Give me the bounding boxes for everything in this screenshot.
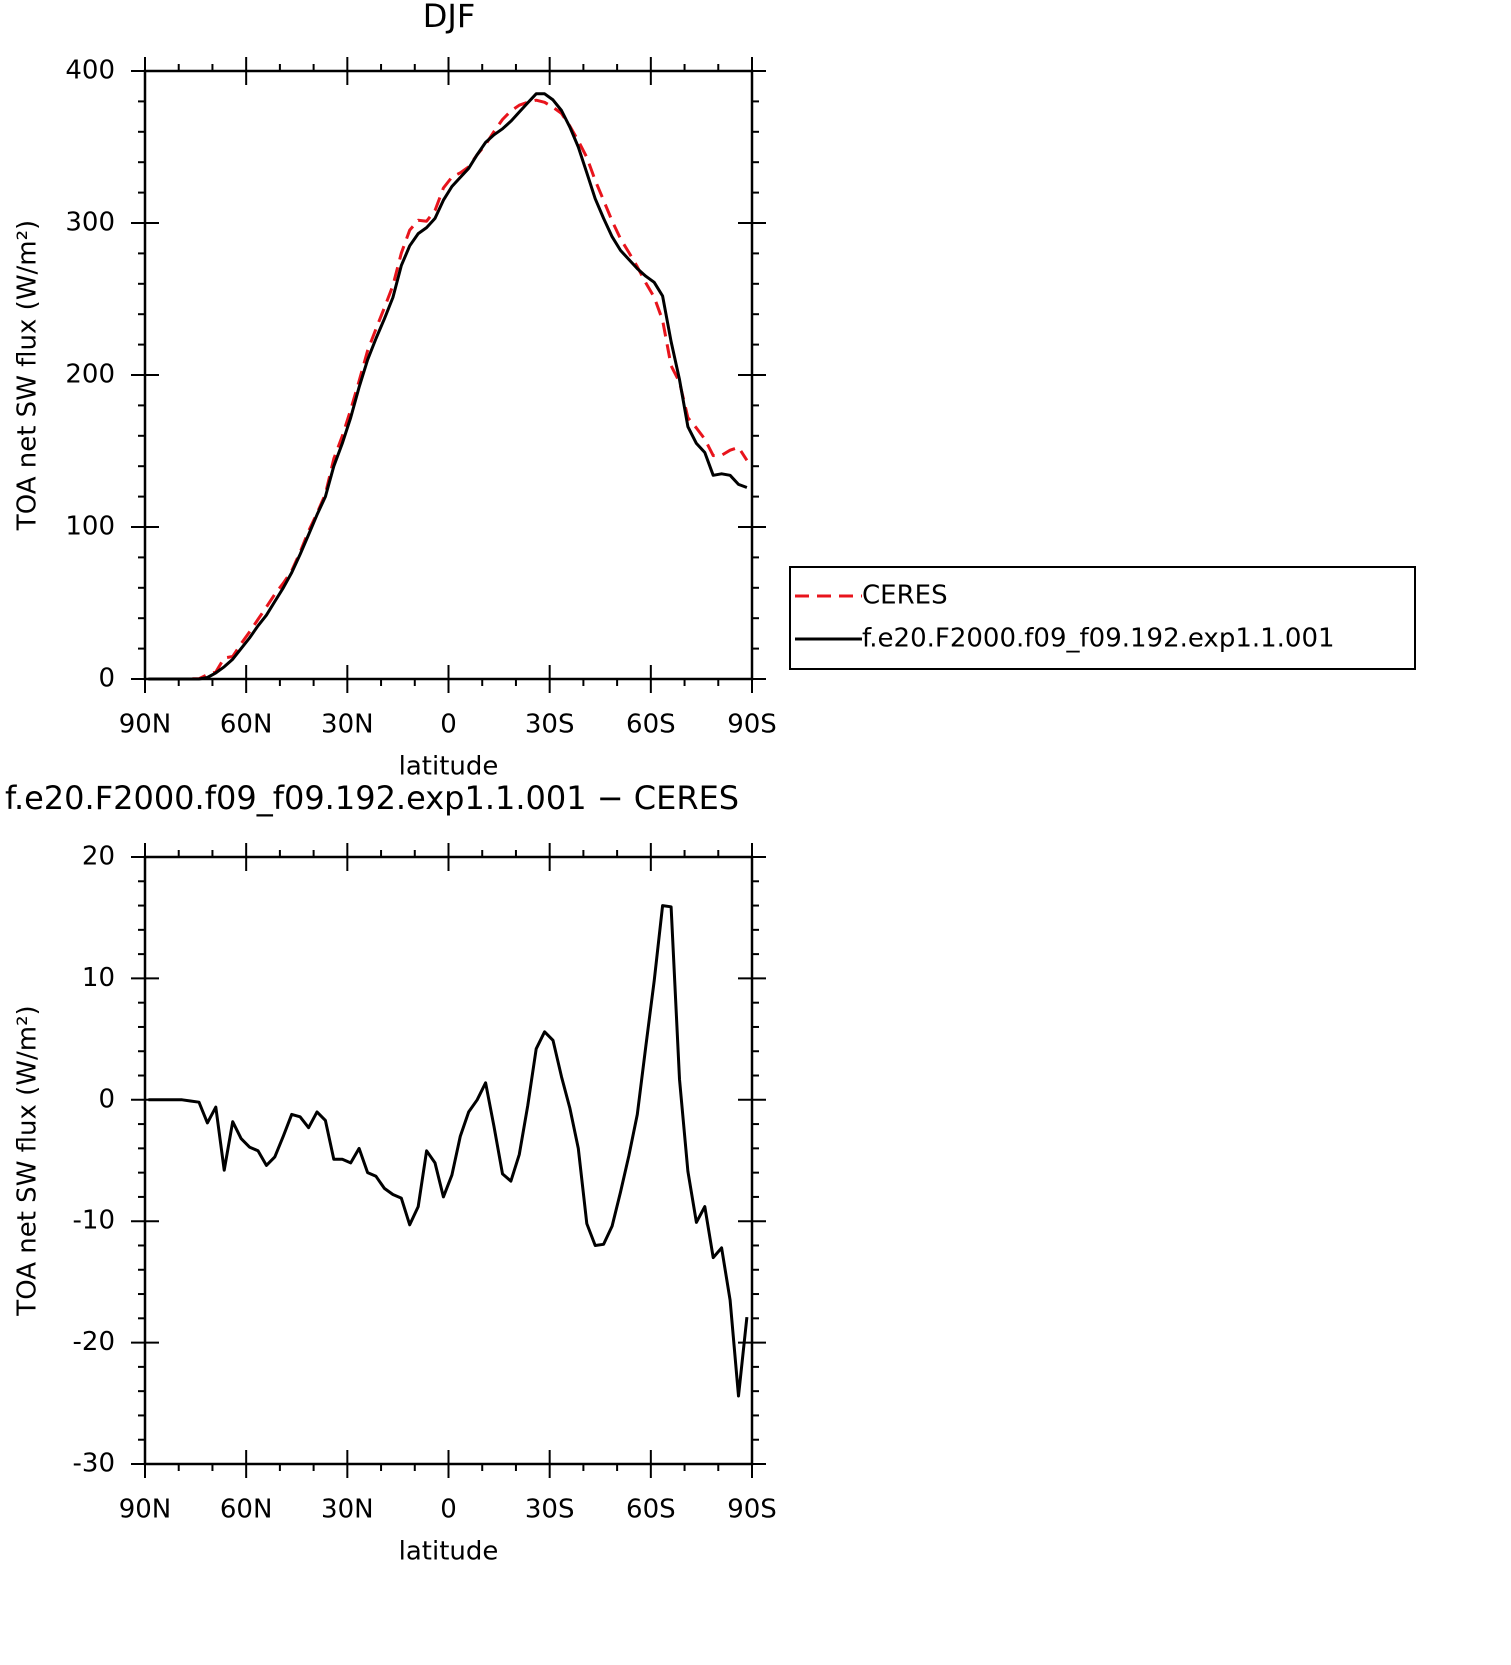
y-tick-label: 0	[98, 664, 115, 694]
y-axis-label: TOA net SW flux (W/m²)	[13, 220, 43, 531]
x-axis-label: latitude	[399, 1537, 499, 1567]
x-tick-label: 60N	[220, 1495, 273, 1525]
y-tick-label: 20	[82, 842, 115, 872]
y-tick-label: -30	[73, 1449, 115, 1479]
y-tick-label: 10	[82, 963, 115, 993]
y-axis-label: TOA net SW flux (W/m²)	[13, 1005, 43, 1316]
x-tick-label: 60S	[626, 1495, 676, 1525]
legend-box	[789, 566, 1416, 670]
legend-label: f.e20.F2000.f09_f09.192.exp1.1.001	[862, 624, 1335, 654]
y-tick-label: 400	[65, 56, 115, 86]
x-tick-label: 90N	[119, 1495, 172, 1525]
legend-label: CERES	[862, 581, 948, 611]
x-tick-label: 30S	[525, 1495, 575, 1525]
x-tick-label: 60S	[626, 710, 676, 740]
x-tick-label: 30N	[321, 1495, 374, 1525]
x-tick-label: 60N	[220, 710, 273, 740]
plot-frame	[143, 69, 754, 681]
y-tick-label: 100	[65, 512, 115, 542]
data-line	[148, 92, 748, 681]
data-line	[148, 904, 749, 1398]
chart-title: f.e20.F2000.f09_f09.192.exp1.1.001 − CER…	[5, 779, 739, 817]
x-tick-label: 0	[440, 1495, 457, 1525]
y-tick-label: -20	[73, 1327, 115, 1357]
x-tick-label: 90S	[727, 710, 777, 740]
y-tick-label: -10	[73, 1206, 115, 1236]
plot-frame	[143, 855, 754, 1466]
y-tick-label: 0	[98, 1084, 115, 1114]
y-tick-label: 200	[65, 360, 115, 390]
x-tick-label: 30S	[525, 710, 575, 740]
x-axis-label: latitude	[399, 752, 499, 782]
x-tick-label: 0	[440, 710, 457, 740]
y-tick-label: 300	[65, 208, 115, 238]
x-tick-label: 90S	[727, 1495, 777, 1525]
chart-title: DJF	[423, 0, 475, 35]
x-tick-label: 90N	[119, 710, 172, 740]
x-tick-label: 30N	[321, 710, 374, 740]
data-line	[148, 98, 749, 681]
